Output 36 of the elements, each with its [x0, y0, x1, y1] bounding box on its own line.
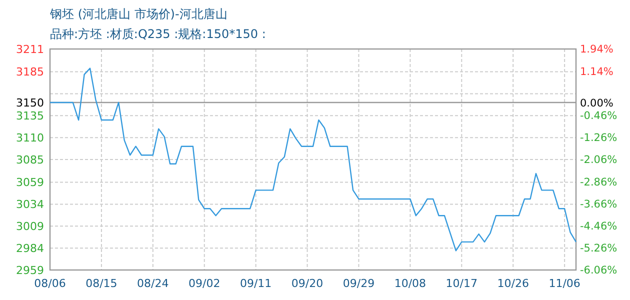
x-tick-label: 10/26 [497, 277, 529, 290]
chart-subtitle: 品种:方坯 :材质:Q235 :规格:150*150 : [50, 27, 266, 41]
y-tick-label: 3185 [16, 66, 44, 79]
x-tick-label: 10/08 [394, 277, 426, 290]
x-tick-label: 08/15 [86, 277, 118, 290]
x-tick-label: 09/11 [240, 277, 272, 290]
y-tick-label: 2959 [16, 264, 44, 277]
y2-tick-label: -1.26% [580, 132, 618, 144]
y2-tick-label: -3.66% [580, 198, 618, 210]
y-tick-label: 3211 [16, 42, 44, 56]
y-tick-label: 2984 [16, 242, 44, 255]
x-tick-label: 09/02 [188, 277, 220, 290]
y2-tick-label: -4.46% [580, 220, 618, 232]
y-tick-label: 3034 [16, 198, 44, 212]
y2-tick-label: -0.46% [580, 110, 618, 122]
line-series [49, 68, 577, 252]
y2-tick-label: -2.06% [580, 154, 618, 166]
y-tick-label: 3110 [16, 131, 44, 144]
y-tick-label: 3059 [16, 176, 44, 190]
x-tick-label: 11/06 [548, 277, 580, 290]
y2-tick-label: 0.00% [580, 97, 614, 110]
x-tick-label: 08/06 [34, 277, 66, 290]
x-tick-label: 10/17 [446, 277, 478, 290]
x-tick-label: 08/24 [137, 277, 169, 290]
y2-tick-label: 1.94% [580, 44, 614, 56]
y2-tick-label: 1.14% [580, 66, 614, 78]
y-tick-label: 3085 [16, 153, 44, 166]
x-tick-label: 09/20 [291, 277, 324, 290]
y2-tick-label: -5.26% [580, 242, 618, 255]
y2-tick-label: -6.06% [580, 264, 618, 277]
chart-title: 钢坯 (河北唐山 市场价)-河北唐山 [49, 7, 228, 21]
x-tick-label: 09/29 [342, 277, 375, 290]
y-tick-label: 3150 [16, 96, 44, 110]
y-tick-label: 3009 [16, 220, 44, 233]
y-tick-label: 3135 [16, 110, 44, 122]
y2-tick-label: -2.86% [580, 176, 618, 188]
